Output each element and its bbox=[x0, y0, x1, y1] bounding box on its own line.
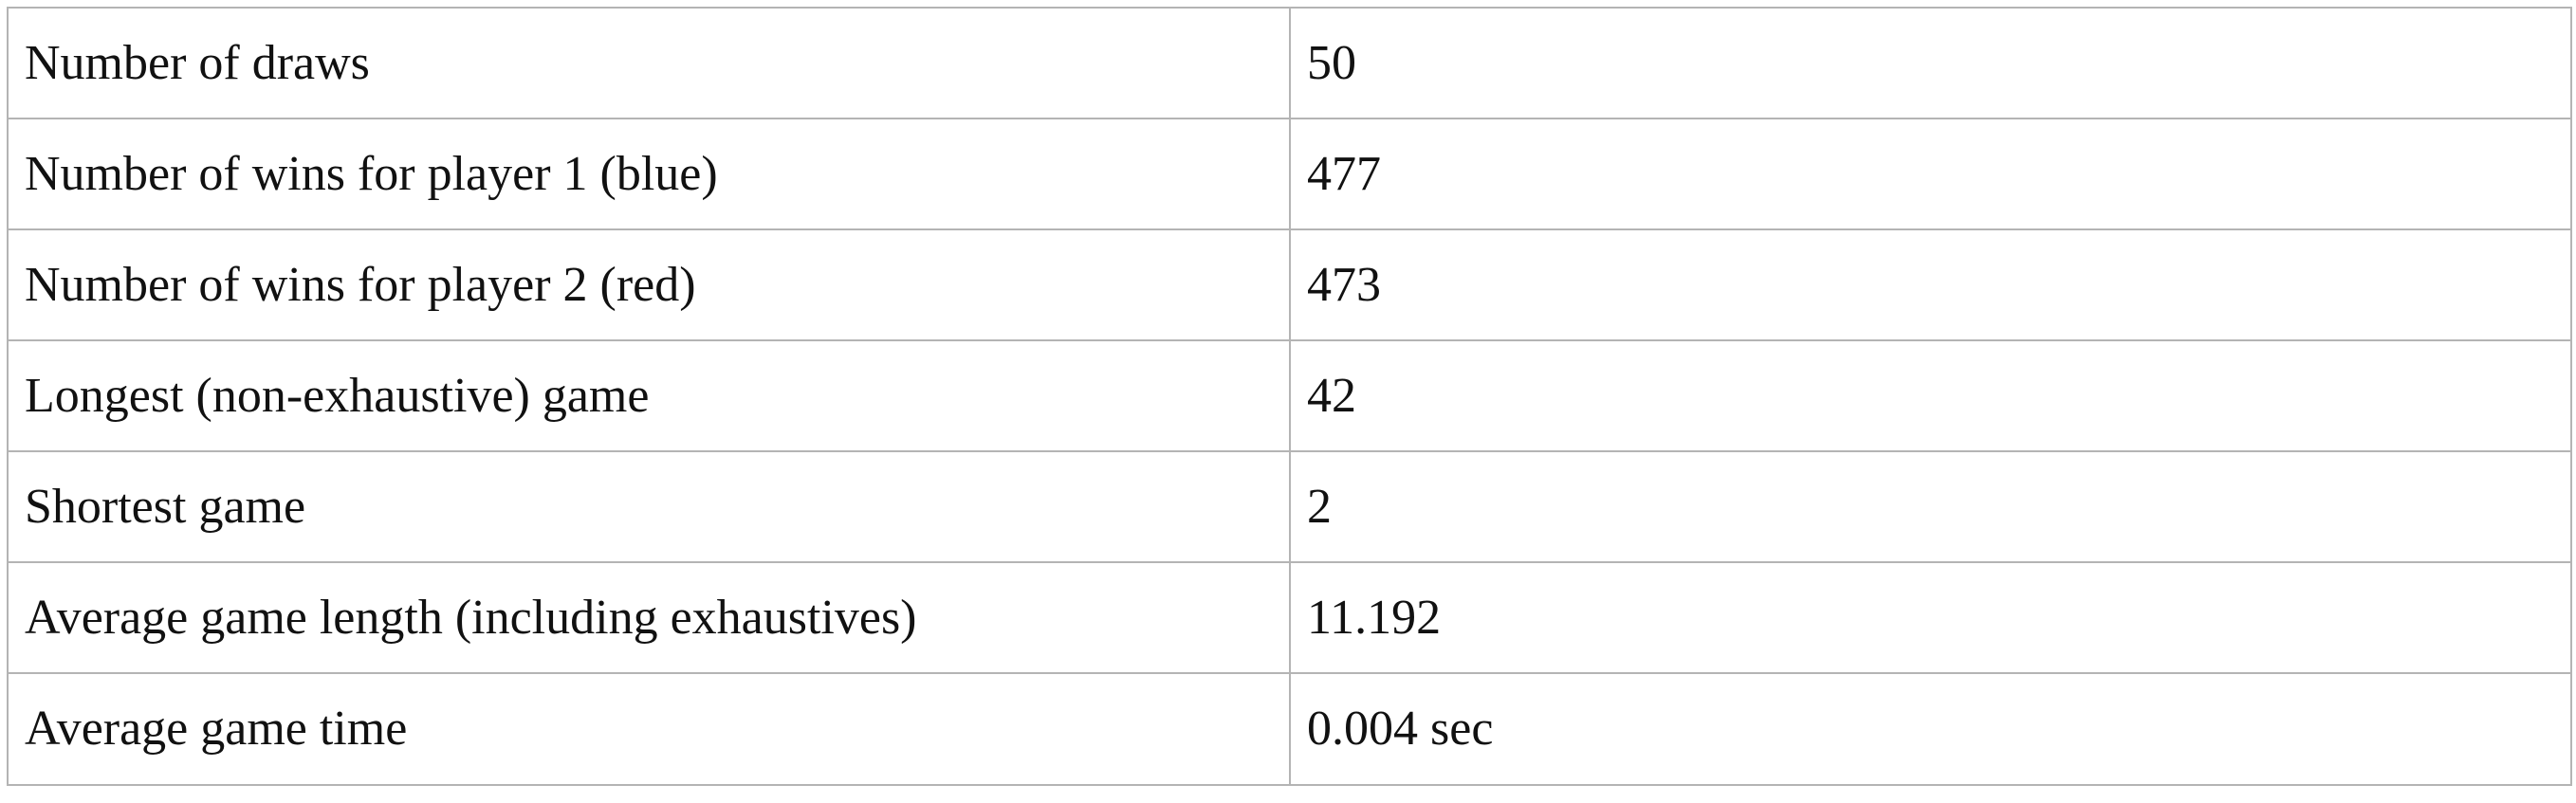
table-row: Longest (non-exhaustive) game 42 bbox=[7, 339, 2572, 452]
game-stats-table: Number of draws 50 Number of wins for pl… bbox=[7, 7, 2572, 786]
table-row: Number of wins for player 2 (red) 473 bbox=[7, 228, 2572, 341]
row-value: 0.004 sec bbox=[1289, 672, 2572, 786]
row-label: Number of wins for player 2 (red) bbox=[7, 228, 1291, 341]
row-label: Number of wins for player 1 (blue) bbox=[7, 118, 1291, 230]
row-label: Number of draws bbox=[7, 7, 1291, 119]
table-row: Average game time 0.004 sec bbox=[7, 672, 2572, 786]
row-value: 2 bbox=[1289, 450, 2572, 563]
table-body: Number of draws 50 Number of wins for pl… bbox=[7, 7, 2572, 786]
table-row: Average game length (including exhaustiv… bbox=[7, 561, 2572, 674]
table-row: Number of wins for player 1 (blue) 477 bbox=[7, 118, 2572, 230]
table-row: Shortest game 2 bbox=[7, 450, 2572, 563]
row-value: 42 bbox=[1289, 339, 2572, 452]
row-label: Average game time bbox=[7, 672, 1291, 786]
row-value: 477 bbox=[1289, 118, 2572, 230]
row-value: 50 bbox=[1289, 7, 2572, 119]
row-label: Longest (non-exhaustive) game bbox=[7, 339, 1291, 452]
row-label: Shortest game bbox=[7, 450, 1291, 563]
row-value: 473 bbox=[1289, 228, 2572, 341]
table-row: Number of draws 50 bbox=[7, 7, 2572, 119]
row-label: Average game length (including exhaustiv… bbox=[7, 561, 1291, 674]
row-value: 11.192 bbox=[1289, 561, 2572, 674]
